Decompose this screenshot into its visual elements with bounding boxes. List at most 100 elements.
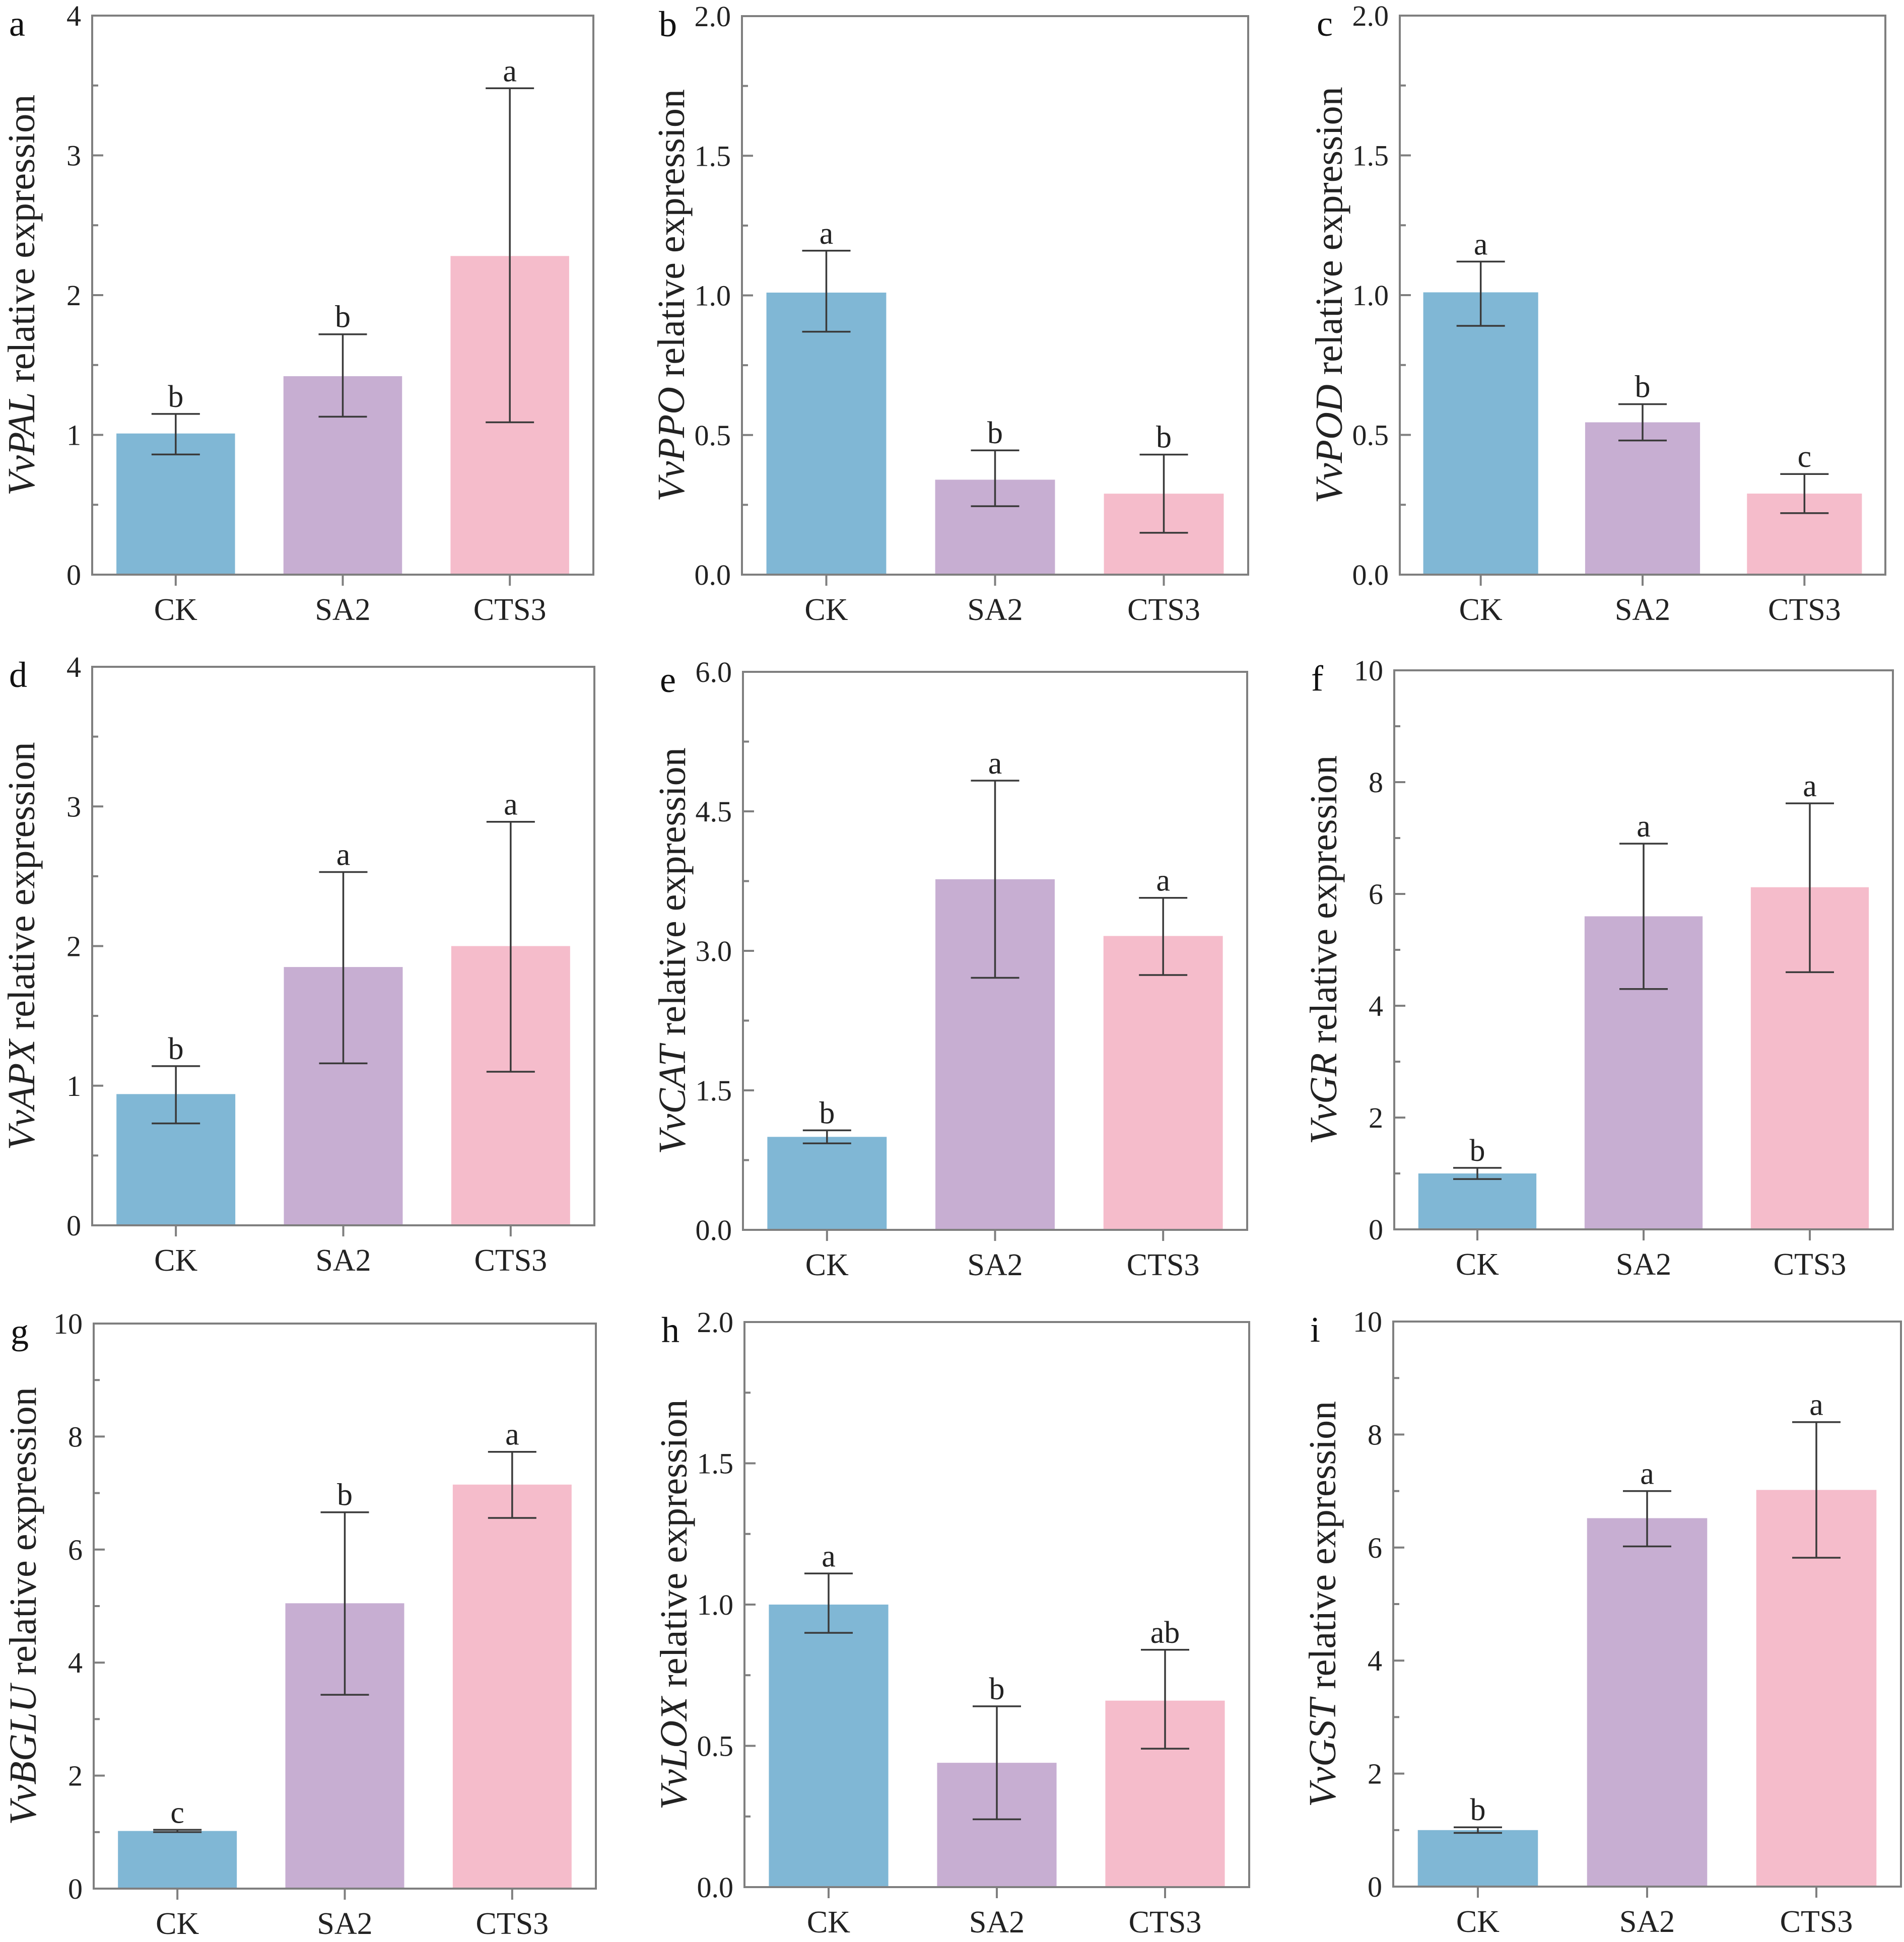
error-bar-ck [1456, 260, 1505, 327]
y-axis-suffix: relative expression [1302, 1401, 1344, 1699]
chart-panel-f: f VvGR relative expression 0 2 4 6 8 10 CK b SA2 a C… [1303, 654, 1894, 1282]
significance-label: a [503, 54, 517, 88]
error-bar-sa2 [1619, 843, 1668, 990]
x-tick-label: SA2 [1615, 593, 1670, 627]
x-tick-label: CK [154, 593, 197, 627]
significance-label: a [1156, 864, 1170, 898]
y-tick-label: 0 [1368, 1870, 1382, 1903]
x-tick-label: CTS3 [1127, 1248, 1200, 1282]
y-axis-label: VvPOD relative expression [1308, 87, 1350, 503]
chart-panel-e: e VvCAT relative expression 0.0 1.5 3.0 4.5 6.… [651, 656, 1248, 1282]
gene-name: VvAPX [1, 1038, 43, 1150]
y-tick-label: 4 [68, 1646, 83, 1679]
bar-ck [118, 1831, 237, 1889]
bar-sa2 [1587, 1518, 1708, 1887]
x-tick-label: CTS3 [1768, 593, 1841, 627]
x-tick-label: CK [807, 1905, 850, 1939]
y-tick-label: 8 [1369, 766, 1383, 799]
significance-label: a [820, 217, 834, 251]
chart-panel-g: g VvBGLU relative expression 0 2 4 6 8 10 CK c SA2… [2, 1307, 597, 1941]
error-bar-ck [1454, 1826, 1502, 1834]
error-bar-sa2 [971, 780, 1019, 979]
panel-letter: e [660, 660, 676, 700]
x-tick-label: SA2 [317, 1907, 372, 1941]
chart-panel-c: c VvPOD relative expression 0.0 0.5 1.0 1.5 2.… [1308, 0, 1886, 627]
y-tick-label: 2 [1369, 1101, 1383, 1134]
x-tick-label: SA2 [967, 1248, 1023, 1282]
y-axis-label: VvPAL relative expression [1, 95, 43, 496]
y-axis-label: VvPPO relative expression [650, 89, 693, 502]
x-tick-label: CK [154, 1243, 197, 1278]
y-axis-suffix: relative expression [1308, 87, 1350, 384]
x-tick-label: CTS3 [1780, 1905, 1853, 1939]
significance-label: a [1809, 1388, 1823, 1422]
y-tick-label: 0 [1369, 1213, 1383, 1246]
error-bar-cts3 [1792, 1421, 1841, 1559]
error-bar-sa2 [319, 871, 368, 1065]
bar-ck [1418, 1173, 1537, 1229]
bar-ck [766, 292, 887, 575]
y-tick-label: 2.0 [695, 0, 731, 33]
significance-label: c [170, 1795, 184, 1830]
y-tick-label: 4 [66, 651, 81, 683]
significance-label: a [1803, 769, 1817, 803]
y-tick-label: 3 [66, 140, 81, 172]
y-tick-label: 0.5 [1352, 419, 1389, 452]
y-tick-label: 6 [1368, 1532, 1382, 1564]
significance-label: a [504, 788, 518, 822]
y-axis-suffix: relative expression [1, 95, 43, 392]
y-tick-label: 1.0 [695, 280, 731, 312]
y-tick-label: 6.0 [696, 656, 732, 688]
error-bar-cts3 [488, 1450, 536, 1519]
y-axis-label: VvLOX relative expression [653, 1400, 695, 1810]
x-tick-label: CTS3 [474, 1243, 547, 1278]
y-tick-label: 2 [1368, 1758, 1382, 1790]
y-tick-label: 2.0 [697, 1306, 734, 1339]
y-tick-label: 1.5 [1352, 140, 1389, 172]
x-tick-label: CK [805, 1248, 849, 1282]
x-tick-label: CTS3 [1774, 1247, 1847, 1282]
error-bar-ck [153, 1829, 202, 1833]
error-bar-ck [1453, 1167, 1502, 1180]
x-tick-label: SA2 [315, 593, 370, 627]
y-tick-label: 4 [1368, 1644, 1382, 1677]
bar-sa2 [1585, 422, 1701, 575]
x-tick-label: CTS3 [473, 593, 547, 627]
panel-letter: h [661, 1310, 679, 1350]
error-bar-cts3 [1780, 473, 1829, 514]
y-tick-label: 0.0 [1352, 559, 1389, 591]
x-tick-label: CK [156, 1907, 199, 1941]
error-bar-cts3 [1139, 896, 1188, 976]
error-bar-ck [151, 413, 200, 456]
y-tick-label: 2 [66, 930, 81, 963]
y-tick-label: 1.0 [697, 1588, 734, 1621]
significance-label: b [1635, 370, 1651, 404]
y-tick-label: 2.0 [1352, 0, 1389, 32]
significance-label: b [1470, 1134, 1485, 1168]
x-tick-label: CTS3 [475, 1907, 549, 1941]
significance-label: b [168, 380, 183, 414]
error-bar-sa2 [971, 449, 1019, 507]
y-tick-label: 1 [66, 419, 81, 452]
x-tick-label: SA2 [315, 1243, 371, 1278]
y-tick-label: 2 [68, 1760, 83, 1792]
y-tick-label: 1.0 [1352, 279, 1389, 312]
x-tick-label: CK [804, 593, 848, 627]
y-axis-label: VvCAT relative expression [651, 747, 694, 1154]
y-tick-label: 0 [68, 1872, 83, 1905]
panel-letter: i [1310, 1309, 1320, 1350]
x-tick-label: SA2 [1616, 1247, 1671, 1282]
gene-name: VvGST [1302, 1696, 1344, 1807]
bar-ck [767, 1137, 887, 1230]
significance-label: b [337, 1478, 353, 1512]
y-axis-suffix: relative expression [1303, 755, 1345, 1053]
y-tick-label: 2 [66, 279, 81, 312]
chart-panel-a: a VvPAL relative expression 0 1 2 3 4 CK b SA2 b CT… [1, 0, 594, 627]
y-tick-label: 1 [66, 1070, 81, 1102]
x-tick-label: CK [1459, 593, 1503, 627]
error-bar-sa2 [1623, 1490, 1671, 1548]
y-tick-label: 4 [1369, 990, 1383, 1022]
error-bar-sa2 [318, 333, 367, 418]
panel-letter: a [9, 4, 25, 44]
